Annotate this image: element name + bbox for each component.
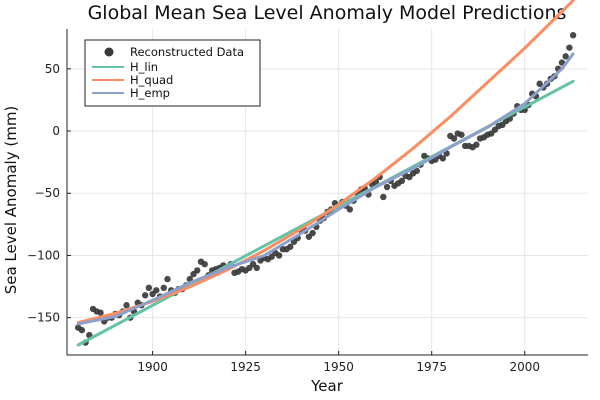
data-point (439, 155, 447, 162)
x-tick-label: 2000 (509, 360, 540, 374)
data-point (194, 267, 201, 274)
legend-box (84, 39, 261, 107)
x-tick-label: 1975 (416, 360, 447, 374)
legend-label-h-emp: H_emp (130, 86, 170, 100)
data-point (566, 44, 573, 51)
legend: Reconstructed Data H_lin H_quad H_emp (84, 39, 261, 107)
data-point (123, 302, 130, 309)
data-point (97, 309, 104, 316)
legend-label-reconstructed-data: Reconstructed Data (130, 45, 244, 59)
data-point (145, 284, 153, 292)
data-point (346, 206, 354, 213)
data-point (287, 243, 294, 250)
data-point (160, 284, 167, 292)
x-ticks: 1900 1925 1950 1975 2000 (137, 351, 540, 374)
legend-marker-reconstructed-data (104, 47, 114, 57)
data-point (383, 183, 391, 191)
legend-label-h-lin: H_lin (130, 60, 158, 74)
y-tick-label: −150 (27, 311, 60, 325)
data-point (78, 326, 86, 334)
y-tick-label: 0 (52, 124, 60, 138)
data-point (558, 59, 566, 66)
data-point (153, 287, 160, 294)
legend-label-h-quad: H_quad (130, 73, 173, 87)
data-point (253, 264, 260, 272)
y-tick-label: 50 (45, 62, 60, 76)
series-line-h-emp (76, 52, 575, 326)
data-point (562, 53, 569, 60)
axes (66, 29, 588, 356)
data-point (569, 32, 577, 39)
series-line-h-quad (76, 0, 575, 325)
x-axis-title: Year (310, 377, 344, 395)
data-point (380, 193, 387, 201)
data-point (398, 177, 406, 185)
x-tick-label: 1900 (137, 360, 168, 374)
y-ticks: −150 −100 −50 0 50 (27, 62, 71, 325)
data-point (473, 141, 480, 148)
data-point (275, 252, 283, 259)
data-point (309, 229, 316, 237)
x-tick-label: 1950 (323, 360, 354, 374)
y-tick-label: −100 (27, 248, 60, 262)
data-point (413, 167, 421, 175)
y-axis-title: Sea Level Anomaly (mm) (2, 106, 20, 295)
data-point (201, 260, 208, 268)
plot-area (74, 0, 577, 347)
x-tick-label: 1925 (230, 360, 261, 374)
y-tick-label: −50 (35, 186, 60, 200)
data-point (450, 135, 458, 142)
data-point (141, 292, 149, 299)
chart-title: Global Mean Sea Level Anomaly Model Pred… (88, 2, 567, 24)
data-point (458, 131, 465, 138)
data-point (164, 275, 171, 283)
